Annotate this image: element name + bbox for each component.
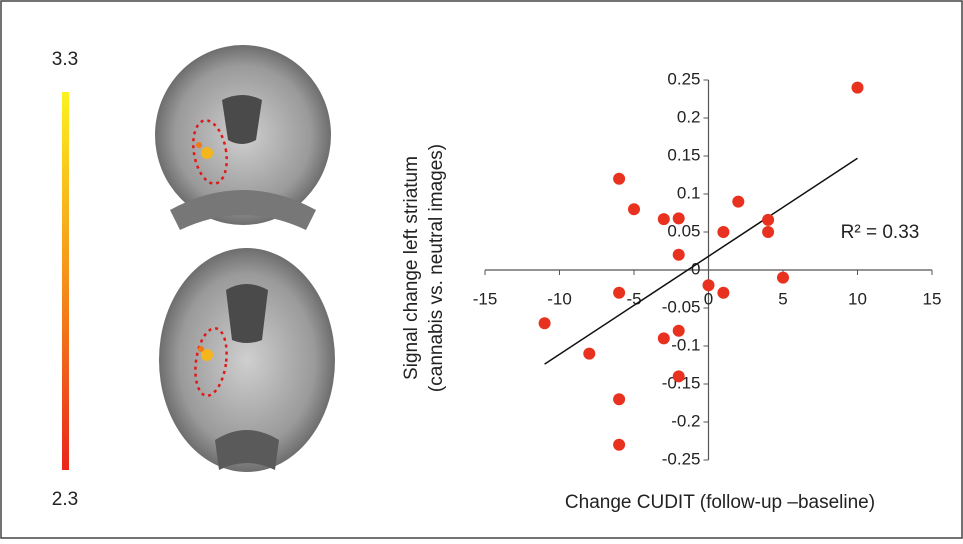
x-tick-label: 15 (923, 289, 942, 308)
point (673, 325, 685, 337)
colorbar-max: 3.3 (52, 49, 78, 70)
point (613, 173, 625, 185)
point (673, 249, 685, 261)
y-tick-label: 0.1 (677, 183, 701, 202)
annotation: R² = 0.33 (841, 222, 920, 243)
x-tick-label: -15 (473, 289, 498, 308)
point (703, 279, 715, 291)
point (673, 212, 685, 224)
point (717, 226, 729, 238)
y-tick-label: -0.1 (671, 335, 700, 354)
chart: 3.3 2.3 R² = 0.33 Change CUDIT (follow-u… (0, 0, 963, 539)
x-tick-label: 0 (704, 289, 713, 308)
colorbar (62, 92, 69, 470)
point (583, 348, 595, 360)
y-tick-label: 0.05 (667, 221, 700, 240)
point (613, 287, 625, 299)
point (658, 213, 670, 225)
point (762, 214, 774, 226)
y-axis-label: (cannabis vs. neutral images) (426, 144, 447, 392)
trendline (545, 158, 858, 364)
x-tick-label: 5 (778, 289, 787, 308)
x-tick-label: 10 (848, 289, 867, 308)
brain-coronal (155, 45, 331, 230)
y-tick-label: -0.25 (662, 449, 701, 468)
y-tick-label: 0.25 (667, 69, 700, 88)
y-axis-label: Signal change left striatum (401, 156, 422, 380)
point (717, 287, 729, 299)
point (539, 317, 551, 329)
point (777, 272, 789, 284)
point (613, 439, 625, 451)
y-tick-label: -0.05 (662, 297, 701, 316)
point (732, 196, 744, 208)
point (852, 82, 864, 94)
brain-axial (159, 248, 335, 472)
y-tick-label: -0.2 (671, 411, 700, 430)
y-tick-label: 0.2 (677, 107, 701, 126)
y-tick-label: 0.15 (667, 145, 700, 164)
point (762, 226, 774, 238)
point (628, 203, 640, 215)
point (613, 393, 625, 405)
colorbar-min: 2.3 (52, 489, 78, 510)
point (673, 370, 685, 382)
x-tick-label: -10 (547, 289, 572, 308)
x-axis-label: Change CUDIT (follow-up –baseline) (565, 492, 875, 513)
figure: 3.3 2.3 R² = 0.33 Change CUDIT (follow-u… (0, 0, 963, 539)
point (658, 332, 670, 344)
